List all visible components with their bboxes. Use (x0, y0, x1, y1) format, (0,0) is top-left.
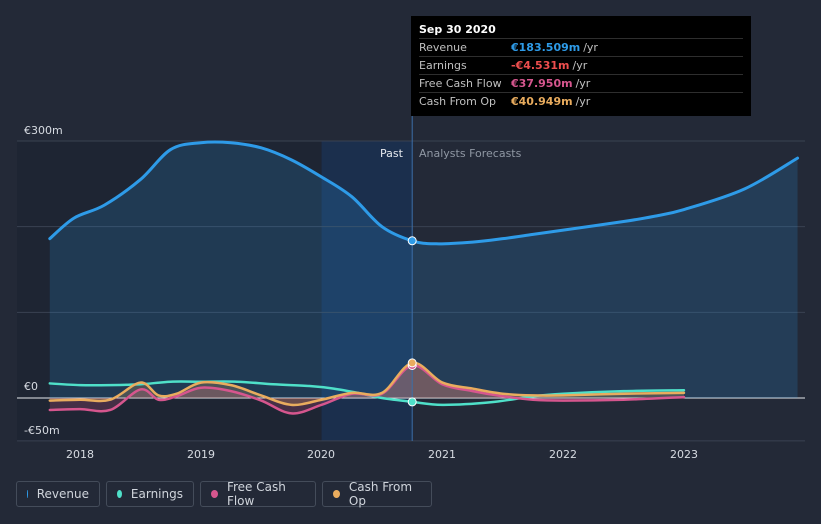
tooltip-unit: /yr (583, 41, 598, 54)
x-label-2021: 2021 (428, 448, 456, 461)
y-label-300: €300m (24, 124, 63, 137)
tooltip-label: Cash From Op (419, 95, 497, 108)
forecast-label: Analysts Forecasts (419, 147, 522, 160)
x-label-2022: 2022 (549, 448, 577, 461)
tooltip-date: Sep 30 2020 (419, 23, 496, 36)
earnings-marker (407, 397, 417, 407)
tooltip-value: €37.950m (511, 77, 573, 90)
highlight-band (321, 141, 413, 441)
tooltip-label: Revenue (419, 41, 467, 54)
cash-from-op-marker (407, 358, 417, 368)
x-label-2018: 2018 (66, 448, 94, 461)
legend: Revenue Earnings Free Cash Flow Cash Fro… (16, 480, 432, 508)
data-tooltip: Sep 30 2020 Revenue €183.509m /yr Earnin… (411, 16, 751, 116)
x-label-2020: 2020 (307, 448, 335, 461)
legend-revenue-button[interactable]: Revenue (16, 481, 100, 507)
revenue-marker (407, 236, 417, 246)
legend-free-cash-flow-button[interactable]: Free Cash Flow (200, 480, 316, 508)
tooltip-value: €40.949m (511, 95, 573, 108)
tooltip-row-revenue: Revenue €183.509m /yr (419, 38, 743, 56)
past-label: Past (380, 147, 403, 160)
tooltip-label: Earnings (419, 59, 467, 72)
legend-label: Cash From Op (348, 480, 413, 508)
cash-from-op-area (49, 362, 685, 405)
legend-label: Free Cash Flow (226, 480, 286, 508)
revenue-area (49, 141, 798, 398)
tooltip-row-free-cash-flow: Free Cash Flow €37.950m /yr (419, 74, 743, 92)
tooltip-row-earnings: Earnings -€4.531m /yr (419, 56, 743, 74)
cash-from-op-line (48, 361, 686, 407)
tooltip-unit: /yr (575, 95, 591, 108)
legend-earnings-button[interactable]: Earnings (106, 481, 194, 507)
revenue-dot-icon (27, 490, 28, 498)
earnings-dot-icon (117, 490, 122, 498)
cash-from-op-dot-icon (333, 490, 340, 498)
tooltip-label: Free Cash Flow (419, 77, 502, 90)
tooltip-unit: /yr (575, 77, 591, 90)
tooltip-row-cash-from-op: Cash From Op €40.949m /yr (419, 92, 743, 110)
revenue-line (48, 140, 800, 246)
legend-cash-from-op-button[interactable]: Cash From Op (322, 480, 432, 508)
free-cash-flow-dot-icon (211, 490, 218, 498)
y-label-0: €0 (24, 380, 38, 393)
free-cash-flow-line (48, 364, 686, 415)
legend-label: Earnings (130, 487, 183, 501)
legend-label: Revenue (36, 487, 89, 501)
tooltip-value: €183.509m (511, 41, 581, 54)
tooltip-value: -€4.531m (511, 59, 570, 72)
y-label-neg50: -€50m (24, 424, 60, 437)
x-label-2019: 2019 (187, 448, 215, 461)
tooltip-unit: /yr (572, 59, 588, 72)
x-label-2023: 2023 (670, 448, 698, 461)
